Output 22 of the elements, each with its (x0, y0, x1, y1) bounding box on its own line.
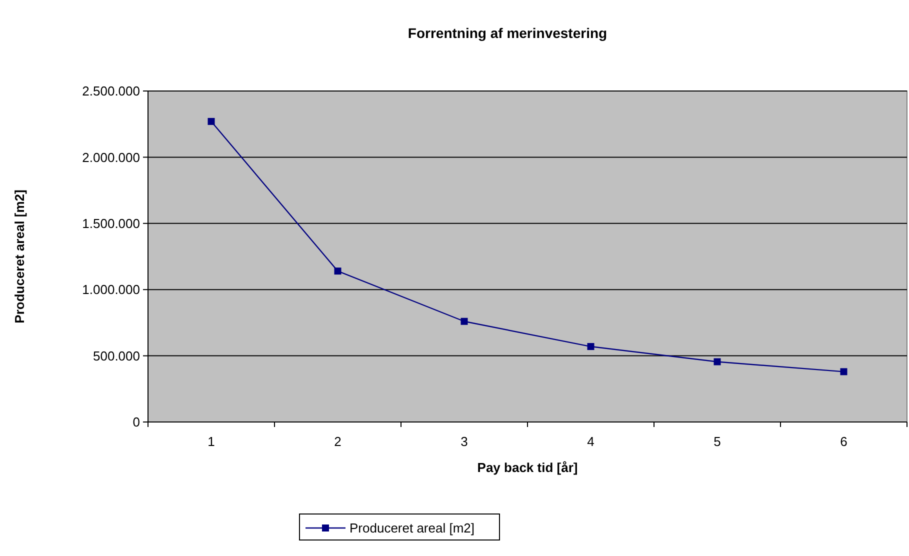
y-tick-label: 0 (132, 414, 140, 430)
x-tick-label: 4 (587, 434, 594, 449)
point (208, 118, 215, 125)
y-tick-label: 1.500.000 (82, 216, 140, 231)
legend-label: Produceret areal [m2] (350, 520, 475, 536)
point (334, 268, 342, 275)
point (460, 318, 468, 325)
point (587, 343, 594, 350)
y-tick-label: 1.000.000 (82, 282, 140, 298)
y-tick-label: 2.000.000 (82, 150, 140, 165)
x-tick-label: 3 (460, 434, 468, 449)
y-tick-label: 500.000 (93, 348, 140, 364)
x-tick-label: 5 (714, 434, 721, 449)
x-tick-label: 1 (208, 434, 215, 449)
x-axis-title: Pay back tid [år] (477, 460, 578, 475)
chart-title: Forrentning af merinvestering (408, 25, 608, 41)
x-tick-label: 6 (840, 434, 848, 449)
point (840, 368, 848, 376)
y-axis-title: Produceret areal [m2] (12, 190, 27, 324)
x-tick-label: 2 (334, 434, 342, 449)
point (714, 358, 721, 366)
y-tick-label: 2.500.000 (82, 84, 140, 99)
